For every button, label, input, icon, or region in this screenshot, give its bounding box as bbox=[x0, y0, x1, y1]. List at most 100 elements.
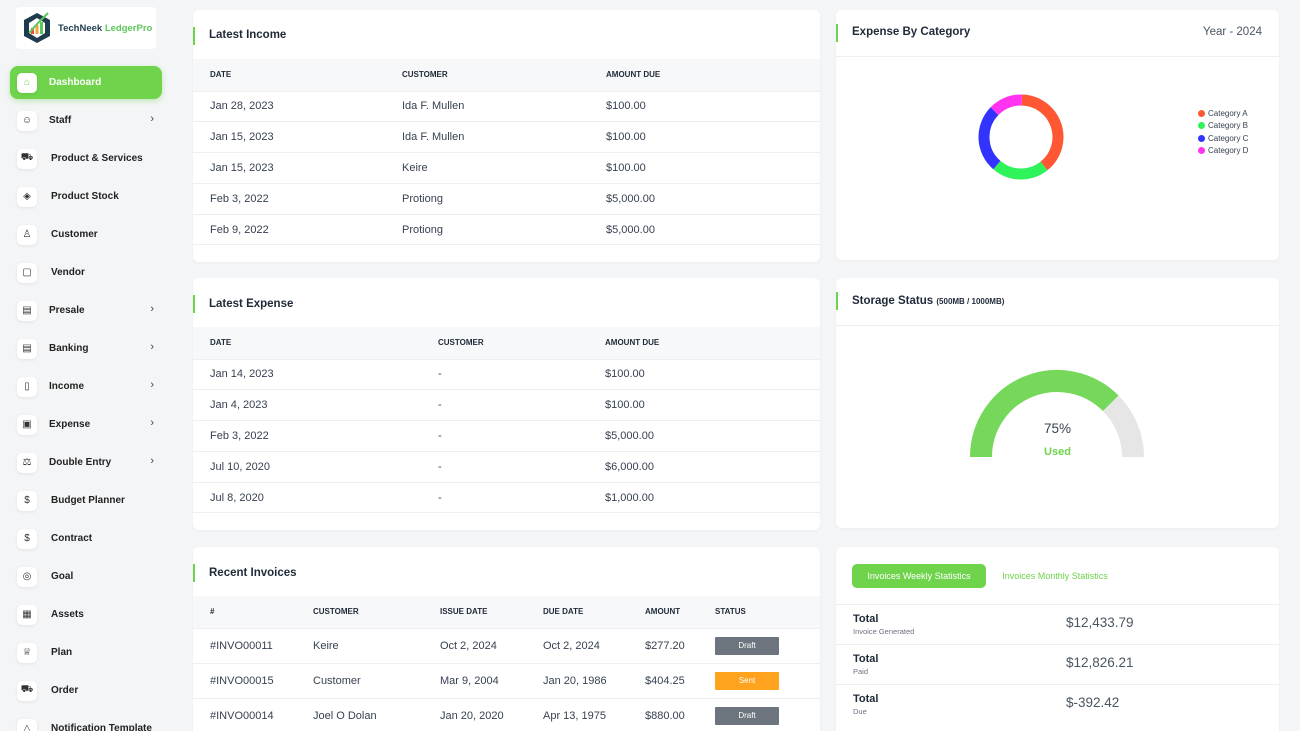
table-row: Feb 3, 2022 Protiong $5,000.00 bbox=[193, 183, 820, 215]
invoice-number[interactable]: #INVO00011 bbox=[193, 628, 313, 664]
table-cell: $5,000.00 bbox=[606, 214, 820, 246]
storage-percent: 75% bbox=[1043, 421, 1072, 436]
invoice-due-date: Apr 13, 1975 bbox=[543, 698, 645, 731]
stat-sublabel: Due bbox=[853, 707, 867, 716]
table-row: Jan 4, 2023- $100.00 bbox=[193, 389, 820, 422]
box-icon: ◈ bbox=[17, 186, 37, 207]
recent-invoices-title: Recent Invoices bbox=[209, 567, 297, 579]
table-row: Jul 10, 2020- $6,000.00 bbox=[193, 451, 820, 483]
invoice-amount: $277.20 bbox=[645, 628, 715, 664]
column-header: # bbox=[193, 596, 313, 629]
coins-icon: $ bbox=[17, 490, 37, 511]
chevron-right-icon[interactable]: › bbox=[150, 417, 154, 429]
sidebar-item-goal[interactable]: ◎ Goal bbox=[10, 560, 162, 593]
column-header: ISSUE DATE bbox=[440, 596, 543, 629]
legend-item[interactable]: Category D bbox=[1198, 145, 1248, 158]
sidebar-item-label: Product & Services bbox=[51, 153, 143, 164]
sidebar-item-product-services[interactable]: ⛟ Product & Services bbox=[10, 142, 162, 175]
table-cell: $1,000.00 bbox=[605, 482, 820, 514]
sidebar-item-budget-planner[interactable]: $ Budget Planner bbox=[10, 484, 162, 517]
sidebar-item-notification-template[interactable]: △ Notification Template bbox=[10, 712, 162, 731]
table-cell: Jan 28, 2023 bbox=[193, 91, 402, 123]
stat-sublabel: Paid bbox=[853, 667, 869, 676]
user-plus-icon: ♙ bbox=[17, 224, 37, 245]
table-cell: - bbox=[438, 389, 605, 422]
chevron-right-icon[interactable]: › bbox=[150, 303, 154, 315]
table-cell: - bbox=[438, 359, 605, 391]
legend-label: Category A bbox=[1208, 108, 1248, 118]
invoice-amount: $880.00 bbox=[645, 698, 715, 731]
sidebar-item-label: Dashboard bbox=[49, 77, 102, 88]
table-cell: Keire bbox=[402, 152, 606, 184]
tab-monthly-statistics[interactable]: Invoices Monthly Statistics bbox=[1002, 571, 1108, 581]
legend-item[interactable]: Category B bbox=[1198, 120, 1248, 133]
sidebar-item-label: Assets bbox=[51, 609, 84, 620]
table-cell: $100.00 bbox=[606, 121, 820, 154]
invoice-status: Sent bbox=[715, 663, 820, 699]
building-icon: ▤ bbox=[17, 300, 37, 321]
sidebar-item-assets[interactable]: ▦ Assets bbox=[10, 598, 162, 631]
sidebar-item-customer[interactable]: ♙ Customer bbox=[10, 218, 162, 251]
table-cell: $100.00 bbox=[606, 152, 820, 184]
invoice-stat-row: Total Invoice Generated $12,433.79 bbox=[836, 604, 1279, 644]
donut-slice-category-d[interactable] bbox=[990, 94, 1022, 116]
sidebar-item-order[interactable]: ⛟ Order bbox=[10, 674, 162, 707]
scale-icon: ⚖ bbox=[17, 452, 37, 473]
sidebar-item-label: Product Stock bbox=[51, 191, 119, 202]
stat-value: $12,826.21 bbox=[1066, 655, 1134, 670]
invoice-customer: Keire bbox=[313, 628, 440, 664]
stat-value: $-392.42 bbox=[1066, 695, 1120, 710]
storage-status-card: Storage Status (500MB / 1000MB) 75% Used bbox=[836, 278, 1279, 528]
sidebar-item-expense[interactable]: ▣ Expense › bbox=[10, 408, 162, 441]
sidebar-item-double-entry[interactable]: ⚖ Double Entry › bbox=[10, 446, 162, 479]
users-icon: ☺ bbox=[17, 110, 37, 131]
sidebar-item-vendor[interactable]: ▢ Vendor bbox=[10, 256, 162, 289]
table-row: Jan 15, 2023 Keire $100.00 bbox=[193, 152, 820, 184]
table-cell: Feb 3, 2022 bbox=[193, 183, 402, 215]
sidebar-item-presale[interactable]: ▤ Presale › bbox=[10, 294, 162, 327]
donut-slice-category-c[interactable] bbox=[978, 107, 1001, 170]
table-cell: Jan 4, 2023 bbox=[193, 389, 438, 422]
invoice-stat-row: Total Due $-392.42 bbox=[836, 684, 1279, 724]
sidebar-item-label: Plan bbox=[51, 647, 73, 658]
brand-logo[interactable]: TechNeek LedgerPro bbox=[16, 7, 156, 49]
invoice-number[interactable]: #INVO00015 bbox=[193, 663, 313, 699]
latest-expense-table: DATE CUSTOMER AMOUNT DUE Jan 14, 2023- $1… bbox=[193, 327, 820, 514]
sidebar-item-banking[interactable]: ▤ Banking › bbox=[10, 332, 162, 365]
tab-weekly-statistics[interactable]: Invoices Weekly Statistics bbox=[852, 564, 986, 588]
coins-icon: $ bbox=[17, 528, 37, 549]
brand-name: TechNeek LedgerPro bbox=[58, 22, 153, 34]
sidebar-item-plan[interactable]: ♕ Plan bbox=[10, 636, 162, 669]
status-badge: Draft bbox=[715, 636, 779, 655]
sidebar-item-dashboard[interactable]: ⌂ Dashboard bbox=[10, 66, 162, 99]
sidebar-item-product-stock[interactable]: ◈ Product Stock bbox=[10, 180, 162, 213]
donut-slice-category-b[interactable] bbox=[993, 160, 1048, 180]
stat-label: Total bbox=[853, 653, 879, 665]
invoice-number[interactable]: #INVO00014 bbox=[193, 698, 313, 731]
stat-label: Total bbox=[853, 613, 879, 625]
chevron-right-icon[interactable]: › bbox=[150, 341, 154, 353]
chevron-right-icon[interactable]: › bbox=[150, 455, 154, 467]
donut-slice-category-a[interactable] bbox=[1021, 94, 1064, 171]
period-label: Year - 2024 bbox=[1202, 26, 1262, 38]
table-cell: Jul 8, 2020 bbox=[193, 482, 438, 514]
column-header: CUSTOMER bbox=[402, 59, 606, 92]
legend-swatch bbox=[1198, 134, 1205, 142]
legend-swatch bbox=[1198, 122, 1205, 130]
legend-item[interactable]: Category A bbox=[1198, 107, 1248, 120]
sidebar-item-staff[interactable]: ☺ Staff › bbox=[10, 104, 162, 137]
chevron-right-icon[interactable]: › bbox=[150, 113, 154, 125]
column-header: CUSTOMER bbox=[438, 327, 605, 360]
sidebar-item-income[interactable]: ▯ Income › bbox=[10, 370, 162, 403]
legend-item[interactable]: Category C bbox=[1198, 132, 1248, 145]
legend-swatch bbox=[1198, 109, 1205, 117]
file-icon: ▯ bbox=[17, 376, 37, 397]
sidebar-item-label: Income bbox=[49, 381, 85, 392]
sidebar-item-contract[interactable]: $ Contract bbox=[10, 522, 162, 555]
sidebar-item-label: Presale bbox=[49, 305, 85, 316]
chevron-right-icon[interactable]: › bbox=[150, 379, 154, 391]
bank-icon: ▤ bbox=[17, 338, 37, 359]
logo-icon bbox=[24, 12, 50, 43]
clipboard-icon: ▣ bbox=[17, 414, 37, 435]
gauge-free-arc bbox=[1102, 395, 1144, 458]
